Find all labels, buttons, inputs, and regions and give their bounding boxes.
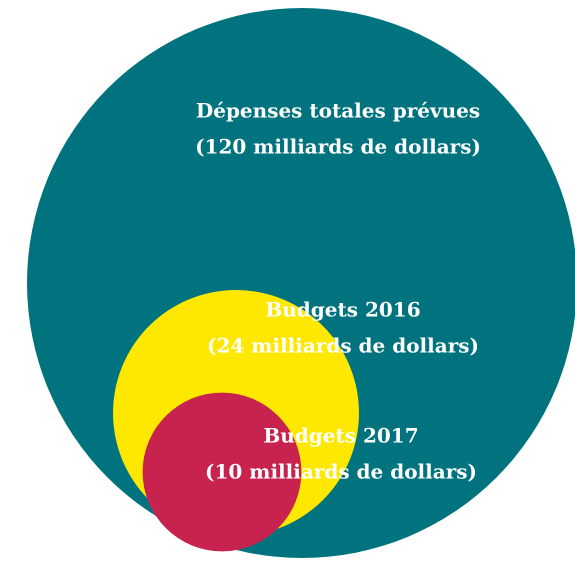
value-label: (24 milliards de dollars) bbox=[207, 334, 479, 358]
value-label: (120 milliards de dollars) bbox=[195, 135, 481, 159]
circle-label: Dépenses totales prévues bbox=[196, 99, 480, 123]
circle-label: Budgets 2017 bbox=[263, 424, 418, 448]
circle-label: Budgets 2016 bbox=[265, 298, 420, 322]
value-label: (10 milliards de dollars) bbox=[205, 460, 477, 484]
circle bbox=[142, 392, 302, 552]
